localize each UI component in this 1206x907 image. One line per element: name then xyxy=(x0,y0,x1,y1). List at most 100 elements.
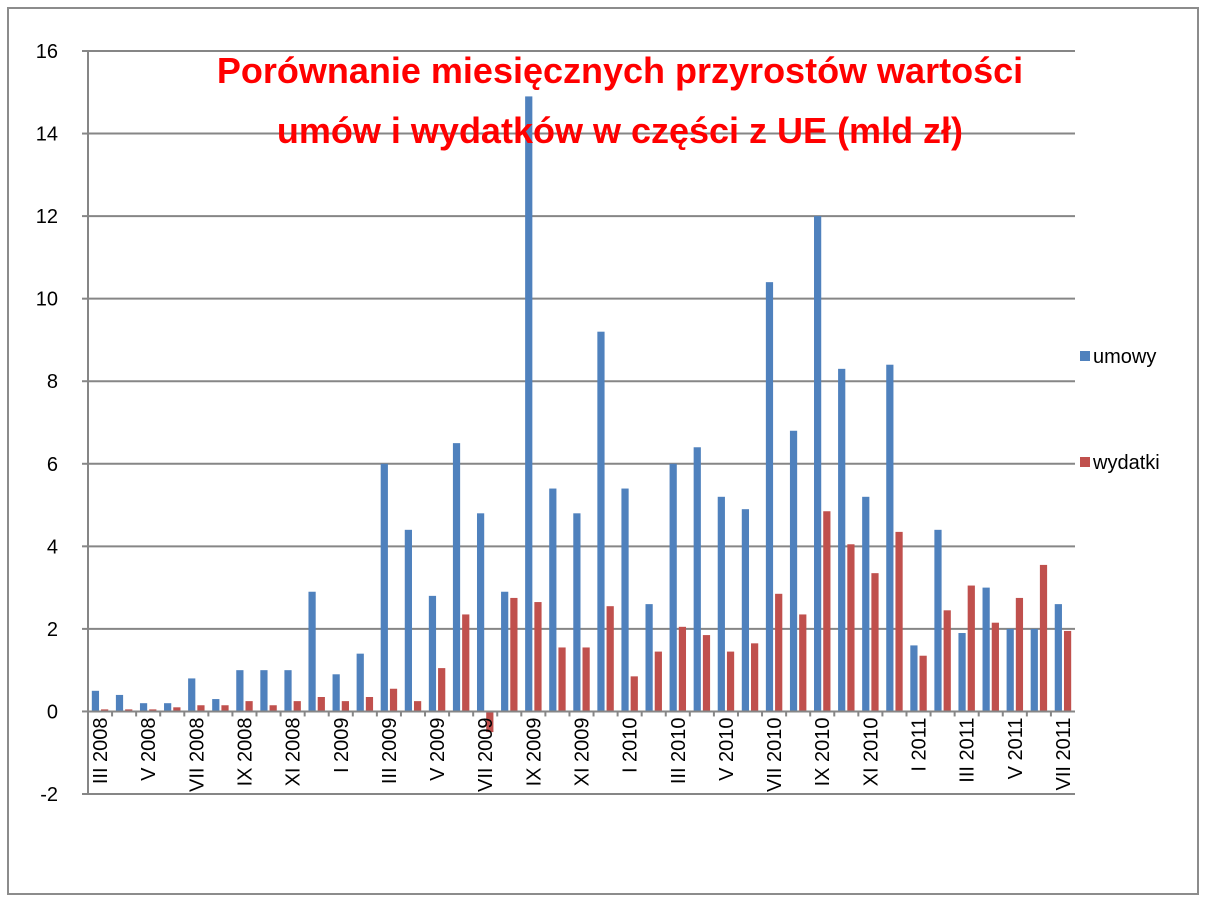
bar xyxy=(597,331,605,712)
x-tick-label: V 2011 xyxy=(1005,717,1027,779)
bar xyxy=(413,701,422,712)
bar xyxy=(799,614,807,712)
bar xyxy=(765,282,774,712)
bar xyxy=(452,443,461,712)
y-tick-label: 10 xyxy=(36,289,58,311)
y-tick-label: 0 xyxy=(47,701,58,723)
bar xyxy=(645,604,653,712)
x-tick-label: IX 2009 xyxy=(523,717,545,786)
bar xyxy=(1063,630,1072,712)
x-tick-label: I 2009 xyxy=(331,717,353,773)
bar xyxy=(814,216,822,712)
legend-swatch xyxy=(1080,351,1090,361)
bar xyxy=(1039,564,1048,712)
bar xyxy=(871,573,879,712)
y-tick-label: -2 xyxy=(40,784,58,806)
bar xyxy=(823,511,831,712)
chart-title: umów i wydatków w części z UE (mld zł) xyxy=(277,110,963,151)
bar xyxy=(991,622,999,712)
bar xyxy=(284,670,292,712)
bar xyxy=(188,678,196,712)
bar xyxy=(582,647,590,712)
x-tick-label: III 2009 xyxy=(379,717,401,784)
bar xyxy=(501,591,509,712)
bar xyxy=(910,645,918,712)
x-tick-label: I 2010 xyxy=(620,717,642,773)
bar xyxy=(164,703,172,712)
bar xyxy=(356,653,364,712)
bar xyxy=(212,699,220,712)
bar xyxy=(197,705,205,712)
bar xyxy=(886,364,894,712)
bar xyxy=(332,674,340,712)
x-tick-label: VII 2010 xyxy=(764,717,786,792)
bar xyxy=(1015,597,1024,712)
bar xyxy=(1006,628,1014,712)
bar xyxy=(101,709,109,712)
bar xyxy=(573,513,581,712)
bar xyxy=(380,463,388,712)
bar xyxy=(934,529,942,712)
bar xyxy=(1030,628,1038,712)
bar xyxy=(549,488,557,712)
bar xyxy=(967,585,975,712)
bar xyxy=(293,701,301,712)
bar xyxy=(919,655,927,712)
bar xyxy=(838,368,846,712)
bar xyxy=(982,587,990,712)
bar xyxy=(1054,604,1062,712)
bar xyxy=(428,595,437,712)
bar xyxy=(943,610,951,712)
bar xyxy=(476,513,485,712)
x-tick-label: I 2011 xyxy=(909,717,931,771)
bar xyxy=(630,676,638,712)
bar xyxy=(308,591,316,712)
bar xyxy=(741,509,750,712)
bar xyxy=(958,633,966,712)
x-tick-label: V 2008 xyxy=(138,717,160,780)
bar xyxy=(847,544,855,712)
bar xyxy=(654,651,662,712)
y-tick-label: 2 xyxy=(47,619,58,641)
legend-swatch xyxy=(1080,457,1090,467)
x-tick-label: VII 2009 xyxy=(475,717,497,792)
bar xyxy=(895,531,903,712)
bar xyxy=(702,635,711,712)
y-tick-label: 8 xyxy=(47,371,58,393)
legend-label: umowy xyxy=(1093,346,1156,368)
bar xyxy=(669,463,677,712)
bar xyxy=(91,690,100,712)
x-tick-label: XI 2010 xyxy=(860,717,882,786)
x-tick-label: III 2010 xyxy=(668,717,690,784)
x-tick-label: IX 2008 xyxy=(234,717,256,786)
bar xyxy=(462,614,470,712)
x-tick-label: V 2009 xyxy=(427,717,449,780)
bar xyxy=(404,529,412,712)
bar xyxy=(139,703,148,712)
bar xyxy=(525,96,533,712)
y-tick-label: 12 xyxy=(36,206,58,228)
bar xyxy=(365,696,374,712)
x-tick-label: IX 2010 xyxy=(812,717,834,786)
bar xyxy=(115,694,124,712)
x-tick-label: VII 2008 xyxy=(186,717,208,792)
bar xyxy=(149,709,157,712)
bar xyxy=(236,670,244,712)
bar xyxy=(125,709,133,712)
bar xyxy=(862,496,870,712)
x-tick-label: VII 2011 xyxy=(1053,717,1075,790)
bar xyxy=(606,606,614,712)
bar xyxy=(534,602,542,712)
bar xyxy=(789,430,798,712)
bar xyxy=(678,626,687,712)
bar xyxy=(269,705,277,712)
bar xyxy=(717,496,725,712)
x-tick-label: XI 2008 xyxy=(283,717,305,786)
bar xyxy=(558,647,566,712)
x-tick-label: V 2010 xyxy=(716,717,738,780)
y-tick-label: 6 xyxy=(47,454,58,476)
y-tick-label: 16 xyxy=(36,41,58,63)
y-tick-label: 4 xyxy=(47,536,58,558)
bar xyxy=(693,447,701,712)
